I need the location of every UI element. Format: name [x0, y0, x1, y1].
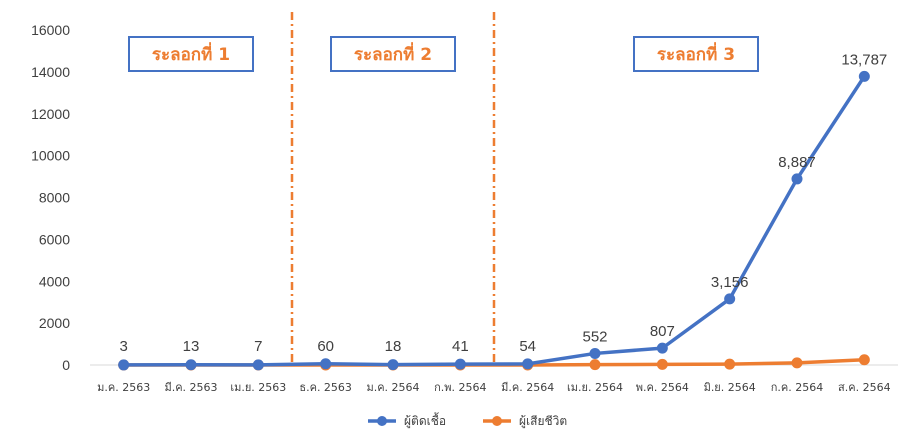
data-label: 13,787 [841, 51, 887, 68]
data-point [252, 359, 264, 371]
data-label: 41 [452, 338, 469, 355]
data-label: 3,156 [711, 274, 749, 291]
data-point [185, 359, 197, 371]
legend: ผู้ติดเชื้อ ผู้เสียชีวิต [368, 412, 567, 429]
y-tick-label: 4000 [39, 273, 70, 289]
data-point [724, 293, 736, 305]
y-tick-label: 14000 [31, 64, 70, 80]
y-tick-label: 10000 [31, 148, 70, 164]
data-point [656, 342, 668, 354]
data-point [858, 354, 870, 366]
data-point [320, 358, 332, 370]
data-point [858, 70, 870, 82]
wave-labels: ระลอกที่ 1 ระลอกที่ 2 ระลอกที่ 3 [128, 36, 759, 72]
wave-dividers [290, 12, 496, 365]
data-label: 54 [519, 338, 536, 355]
wave-label: ระลอกที่ 1 [152, 42, 230, 65]
y-tick-label: 8000 [39, 190, 70, 206]
wave-label: ระลอกที่ 3 [657, 42, 735, 65]
y-tick-label: 12000 [31, 106, 70, 122]
wave-label-box [633, 36, 759, 72]
data-label: 7 [254, 338, 262, 355]
legend-swatch-marker [377, 416, 387, 426]
data-label: 13 [183, 338, 200, 355]
y-tick-label: 0 [62, 357, 70, 373]
data-label: 807 [650, 323, 675, 340]
x-tick-label: ก.ค. 2564 [771, 381, 824, 394]
data-label: 60 [317, 338, 334, 355]
x-tick-label: มี.ค. 2564 [501, 381, 554, 394]
y-axis-ticks: 0 2000 4000 6000 8000 10000 12000 14000 16000 [31, 22, 70, 373]
wave-label: ระลอกที่ 2 [354, 42, 432, 65]
x-tick-label: ธ.ค. 2563 [299, 381, 352, 394]
x-tick-label: มี.ค. 2563 [164, 381, 217, 394]
data-label: 8,887 [778, 154, 816, 171]
data-labels: 3 13 7 60 18 41 54 552 807 3,156 8,887 13,787 [119, 51, 887, 355]
data-label: 552 [582, 328, 607, 345]
wave-label-box [128, 36, 254, 72]
data-point [791, 173, 803, 185]
x-tick-label: ม.ค. 2564 [366, 381, 419, 394]
x-tick-label: ม.ค. 2563 [97, 381, 150, 394]
wave-label-box [330, 36, 456, 72]
x-axis-ticks: ม.ค. 2563 มี.ค. 2563 เม.ย. 2563 ธ.ค. 2563 ม.… [97, 381, 890, 394]
data-point [454, 358, 466, 370]
y-tick-label: 6000 [39, 231, 70, 247]
y-tick-label: 2000 [39, 315, 70, 331]
x-tick-label: เม.ย. 2563 [230, 381, 286, 394]
data-point [589, 359, 601, 371]
data-point [791, 357, 803, 369]
data-label: 18 [385, 338, 402, 355]
data-point [589, 347, 601, 359]
legend-swatch-marker [492, 416, 502, 426]
legend-label: ผู้เสียชีวิต [519, 414, 567, 429]
data-point [522, 358, 534, 370]
series-line [123, 75, 866, 367]
data-point [118, 359, 130, 371]
x-tick-label: เม.ย. 2564 [567, 381, 623, 394]
series-lines [118, 70, 870, 371]
x-tick-label: พ.ค. 2564 [636, 381, 689, 394]
data-point [656, 358, 668, 370]
x-tick-label: ก.พ. 2564 [434, 381, 486, 394]
y-tick-label: 16000 [31, 22, 70, 38]
data-label: 3 [119, 338, 127, 355]
x-tick-label: มิ.ย. 2564 [704, 381, 756, 394]
legend-label: ผู้ติดเชื้อ [404, 412, 446, 429]
data-point [724, 358, 736, 370]
data-point [387, 359, 399, 371]
x-tick-label: ส.ค. 2564 [838, 381, 891, 394]
